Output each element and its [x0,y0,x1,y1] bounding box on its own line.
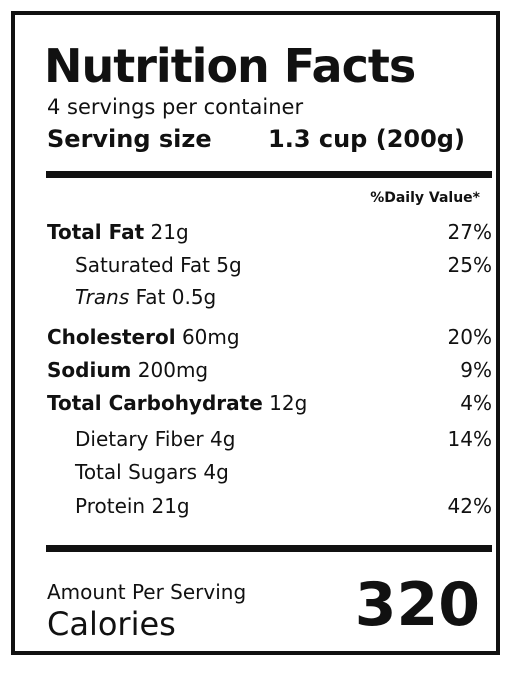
nutrient-row-cholesterol: Cholesterol 60mg 20% [47,325,492,355]
nutrient-row-sodium: Sodium 200mg 9% [47,358,492,388]
nutrient-percent: 20% [447,325,492,349]
nutrient-name: Cholesterol 60mg [47,325,240,349]
nutrient-name: Total Carbohydrate 12g [47,391,308,415]
calories-label: Calories [47,605,176,643]
nutrient-row-trans-fat: Trans Fat 0.5g [47,285,492,315]
nutrient-percent: 9% [460,358,492,382]
nutrient-percent: 14% [447,427,492,451]
nutrient-percent: 25% [447,253,492,277]
nutrient-name: Sodium 200mg [47,358,209,382]
serving-size-value: 1.3 cup (200g) [268,125,465,153]
calories-value: 320 [354,570,480,640]
nutrient-name: Total Sugars 4g [75,460,229,484]
nutrient-percent: 4% [460,391,492,415]
nutrient-name: Protein 21g [75,494,190,518]
nutrient-row-saturated-fat: Saturated Fat 5g 25% [47,253,492,283]
nutrient-row-total-fat: Total Fat 21g 27% [47,220,492,250]
nutrient-name: Total Fat 21g [47,220,189,244]
nutrient-row-total-sugars: Total Sugars 4g [47,460,492,490]
nutrient-name: Dietary Fiber 4g [75,427,236,451]
nutrient-row-dietary-fiber: Dietary Fiber 4g 14% [47,427,492,457]
nutrition-label: Nutrition Facts 4 servings per container… [11,11,500,655]
daily-value-header: %Daily Value* [370,190,480,206]
nutrient-name: Saturated Fat 5g [75,253,242,277]
nutrient-percent: 42% [447,494,492,518]
bottom-divider [46,545,492,552]
nutrient-row-protein: Protein 21g 42% [47,494,492,524]
label-title: Nutrition Facts [44,39,416,93]
servings-per-container: 4 servings per container [47,95,304,119]
amount-per-serving: Amount Per Serving [47,580,247,604]
top-divider [46,171,492,178]
serving-size-label: Serving size [47,125,212,153]
nutrient-name: Trans Fat 0.5g [75,285,217,309]
nutrient-percent: 27% [447,220,492,244]
nutrient-row-total-carbohydrate: Total Carbohydrate 12g 4% [47,391,492,421]
